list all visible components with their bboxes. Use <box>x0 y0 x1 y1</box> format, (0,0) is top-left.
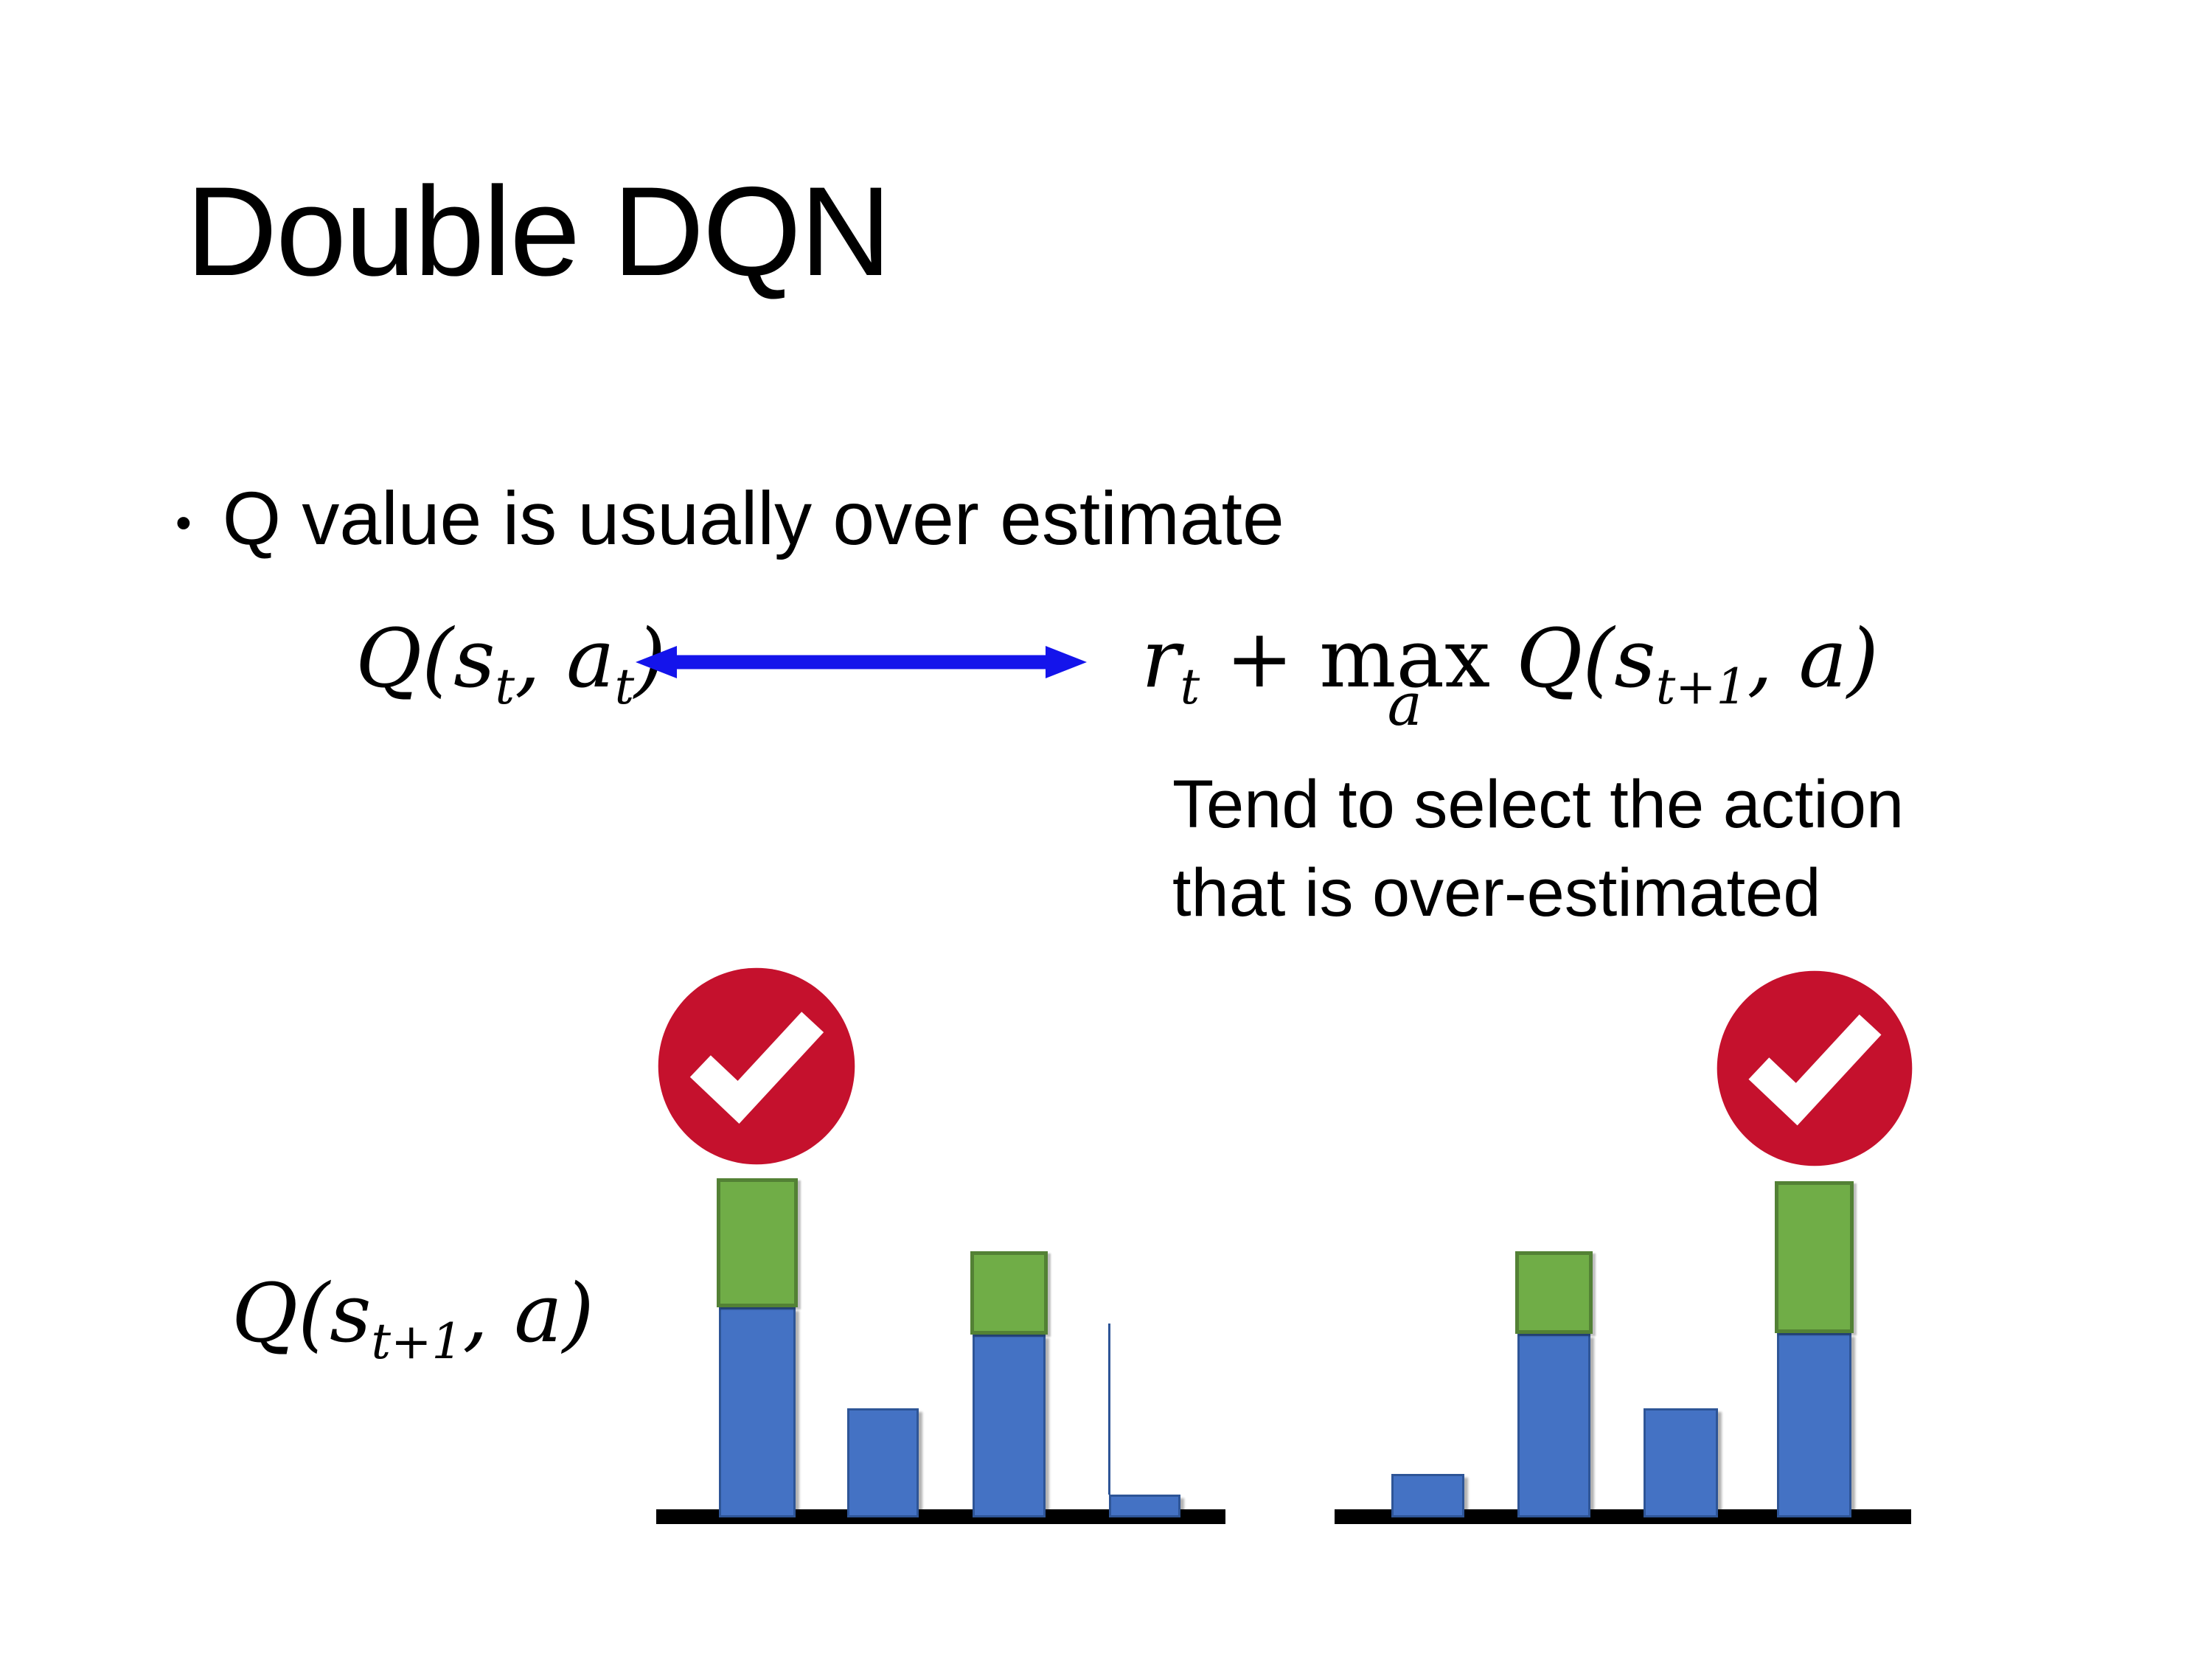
check-icon <box>658 967 855 1165</box>
formula-segment: Q(s <box>1490 611 1656 706</box>
formula-segment: t <box>1180 658 1200 715</box>
bar-blue-segment <box>1109 1495 1180 1517</box>
bar-blue-segment <box>1391 1474 1464 1517</box>
bar-green-segment <box>1515 1251 1593 1334</box>
page-title: Double DQN <box>186 161 891 302</box>
label-q-next: Q(st+1, a) <box>232 1273 594 1366</box>
bar-green-segment <box>1775 1181 1854 1333</box>
formula-q-current: Q(st, at) <box>355 618 666 712</box>
bar-blue-segment <box>973 1335 1046 1517</box>
formula-segment: r <box>1141 611 1180 706</box>
formula-segment: t+1 <box>1655 658 1747 715</box>
bar-green-segment <box>717 1178 798 1307</box>
chart-baseline <box>1335 1509 1911 1524</box>
bullet-text: Q value is usually over estimate <box>222 476 1284 560</box>
formula-segment: Q(s <box>232 1266 372 1360</box>
formula-segment: t <box>614 658 635 715</box>
bullet-item: • Q value is usually over estimate <box>175 476 1284 562</box>
formula-segment: + <box>1200 611 1320 706</box>
annotation-overestimate: Tend to select the action that is over-e… <box>1172 761 1904 937</box>
check-icon <box>1717 970 1913 1166</box>
annotation-line: that is over-estimated <box>1172 855 1821 931</box>
double-arrow-icon <box>636 646 1087 678</box>
chart-baseline <box>656 1509 1225 1524</box>
formula-td-target: rt + max a Q(st+1, a) <box>1141 611 1879 739</box>
bar-blue-segment <box>719 1307 796 1517</box>
formula-segment: , a) <box>1747 611 1879 706</box>
bar-green-segment <box>970 1251 1048 1335</box>
thin-bar-line <box>1108 1324 1110 1495</box>
formula-segment: max a <box>1319 611 1491 739</box>
bar-blue-segment <box>1644 1408 1718 1517</box>
formula-segment: , a) <box>462 1266 594 1360</box>
bar-blue-segment <box>1777 1333 1851 1517</box>
formula-segment: t <box>495 658 515 715</box>
formula-segment: t+1 <box>371 1313 463 1370</box>
bullet-marker: • <box>175 497 192 549</box>
formula-segment: Q(s <box>355 611 495 706</box>
bar-blue-segment <box>847 1408 919 1517</box>
annotation-line: Tend to select the action <box>1172 767 1905 842</box>
bar-blue-segment <box>1517 1334 1590 1517</box>
formula-segment: , a <box>515 611 615 706</box>
